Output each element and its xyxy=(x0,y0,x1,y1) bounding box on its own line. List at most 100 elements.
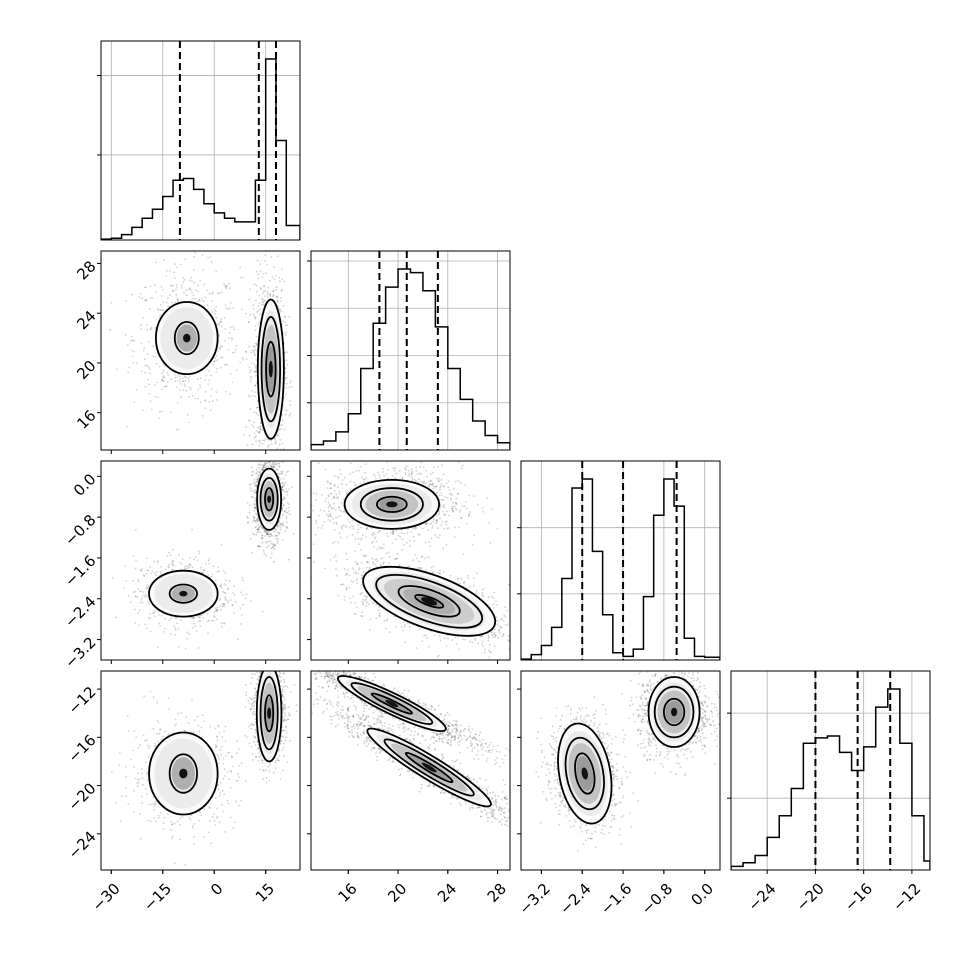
scatter-point xyxy=(153,611,156,614)
scatter-point xyxy=(169,284,172,287)
scatter-point xyxy=(127,802,130,805)
scatter-point xyxy=(199,811,202,814)
scatter-point xyxy=(278,428,281,431)
scatter-point xyxy=(249,483,252,486)
scatter-point xyxy=(232,592,235,594)
scatter-point xyxy=(280,524,283,526)
scatter-point xyxy=(140,768,143,771)
scatter-point xyxy=(208,292,211,295)
scatter-point xyxy=(159,625,162,627)
scatter-point xyxy=(219,605,222,608)
scatter-point xyxy=(144,286,146,289)
scatter-point xyxy=(233,612,235,614)
scatter-point xyxy=(221,603,224,606)
scatter-point xyxy=(194,719,196,721)
scatter-point xyxy=(156,570,159,573)
scatter-point xyxy=(262,469,264,471)
scatter-point xyxy=(179,378,181,380)
scatter-point xyxy=(185,716,188,718)
scatter-point xyxy=(203,569,205,572)
scatter-point xyxy=(276,435,279,437)
scatter-point xyxy=(258,425,261,428)
scatter-point xyxy=(277,452,279,454)
scatter-point xyxy=(143,594,145,597)
scatter-point xyxy=(241,577,244,580)
scatter-point xyxy=(239,361,242,364)
scatter-point xyxy=(198,730,201,733)
scatter-point xyxy=(229,287,231,290)
scatter-point xyxy=(146,793,149,796)
scatter-point xyxy=(259,470,261,473)
scatter-point xyxy=(190,276,193,279)
scatter-point xyxy=(275,528,277,530)
scatter-point xyxy=(146,601,149,603)
scatter-point xyxy=(263,300,266,303)
scatter-point xyxy=(130,339,133,342)
scatter-point xyxy=(247,321,250,324)
scatter-point xyxy=(266,533,268,536)
scatter-point xyxy=(152,796,155,799)
scatter-point xyxy=(134,595,137,597)
scatter-point xyxy=(261,439,264,442)
scatter-point xyxy=(283,315,286,318)
scatter-point xyxy=(255,484,258,487)
scatter-point xyxy=(125,299,128,302)
scatter-point xyxy=(264,295,266,297)
scatter-point xyxy=(152,612,154,615)
scatter-point xyxy=(135,736,138,739)
scatter-point xyxy=(209,609,212,611)
scatter-point xyxy=(262,301,264,304)
scatter-point xyxy=(269,665,271,667)
scatter-point xyxy=(268,461,271,464)
scatter-point xyxy=(111,576,114,579)
scatter-point xyxy=(251,362,253,365)
scatter-point xyxy=(260,668,262,670)
scatter-point xyxy=(149,285,152,288)
scatter-point xyxy=(209,256,212,258)
scatter-point xyxy=(199,401,202,404)
scatter-point xyxy=(224,285,227,287)
scatter-point xyxy=(234,600,237,603)
scatter-point xyxy=(285,517,288,520)
scatter-point xyxy=(191,528,194,531)
scatter-point xyxy=(274,544,277,547)
scatter-point xyxy=(172,289,175,292)
scatter-point xyxy=(169,554,172,556)
scatter-point xyxy=(179,838,182,841)
scatter-point xyxy=(177,712,180,715)
scatter-point xyxy=(256,400,259,402)
scatter-point xyxy=(224,286,227,288)
scatter-point xyxy=(249,371,252,374)
scatter-point xyxy=(285,359,288,362)
scatter-point xyxy=(263,452,265,454)
scatter-point xyxy=(254,374,257,377)
scatter-point xyxy=(286,364,289,366)
scatter-point xyxy=(256,406,258,409)
scatter-point xyxy=(228,282,230,285)
scatter-point xyxy=(157,814,160,817)
scatter-point xyxy=(217,323,219,325)
scatter-point xyxy=(159,308,162,311)
scatter-point xyxy=(141,601,144,604)
scatter-point xyxy=(156,307,159,310)
scatter-point xyxy=(175,428,178,431)
scatter-point xyxy=(213,820,216,822)
scatter-point xyxy=(193,255,195,258)
scatter-point xyxy=(164,385,167,388)
scatter-point xyxy=(269,294,271,296)
histogram-step-2 xyxy=(521,478,720,660)
scatter-point xyxy=(218,334,221,336)
scatter-point xyxy=(231,756,233,759)
scatter-point xyxy=(256,480,258,483)
scatter-point xyxy=(219,347,222,350)
scatter-point xyxy=(267,663,269,665)
scatter-point xyxy=(207,620,209,622)
scatter-point xyxy=(252,345,255,348)
scatter-point xyxy=(265,272,267,274)
scatter-point xyxy=(170,617,172,620)
scatter-point xyxy=(141,802,144,805)
scatter-point xyxy=(249,484,252,486)
scatter-point xyxy=(261,429,264,431)
scatter-point xyxy=(197,647,200,649)
scatter-point xyxy=(274,288,277,291)
